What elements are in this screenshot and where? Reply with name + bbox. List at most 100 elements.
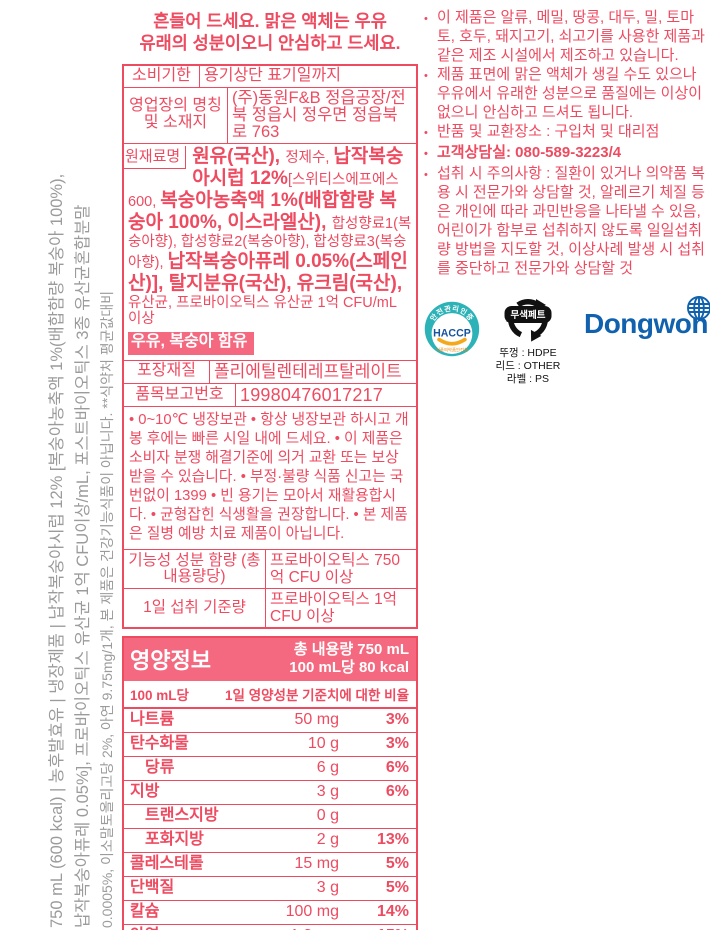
nutrient-amount: 3 g — [316, 879, 339, 897]
table-row: 1일 섭취 기준량 프로바이오틱스 1억 CFU 이상 — [124, 588, 416, 628]
recycle-material-line: 뚜껑 : HDPE — [499, 347, 557, 359]
nutrient-row: 포화지방 2 g 13% — [124, 829, 416, 854]
nutrition-rows: 나트륨 50 mg 3% 탄수화물 10 g 3% 당류 6 g 6% 지방 3 g 6% 트랜스지방 0… — [124, 709, 416, 930]
nutrition-panel: 영양정보 총 내용량 750 mL 100 mL당 80 kcal 100 mL… — [122, 636, 418, 930]
nutrient-row: 트랜스지방 0 g — [124, 805, 416, 830]
ingredients-cell: 원재료명 원유(국산), 정제수, 납작복숭아시럽 12%[스위티스에프에스60… — [124, 144, 416, 360]
warning-bullet: • 섭취 시 주의사항 : 질환이 있거나 의약품 복용 시 전문가와 상담할 것… — [424, 164, 708, 278]
nutrient-percent: 13% — [376, 831, 409, 849]
bullet-dot: • — [424, 70, 428, 82]
nutrient-name: 지방 — [130, 783, 160, 801]
warning-bullet: • 반품 및 교환장소 : 구입처 및 대리점 — [424, 122, 708, 143]
shake-notice-heading: 흔들어 드세요. 맑은 액체는 우유 유래의 성분이오니 안심하고 드세요. — [122, 10, 418, 55]
heading-line1: 흔들어 드세요. 맑은 액체는 우유 — [153, 11, 387, 31]
bullet-text: 고객상담실: 080-589-3223/4 — [437, 144, 622, 161]
nutrient-name: 나트륨 — [130, 711, 175, 729]
nutrient-name: 탄수화물 — [130, 735, 189, 753]
row-label: 영업장의 명칭 및 소재지 — [124, 87, 228, 143]
nutrient-percent: 3% — [385, 735, 409, 753]
ingredient-segment: 정제수, — [285, 149, 334, 166]
nutrient-percent: 5% — [385, 855, 409, 873]
warning-bullet: • 이 제품은 알류, 메밀, 땅콩, 대두, 밀, 토마토, 호두, 돼지고기,… — [424, 8, 708, 65]
side-rotated-text: 750 mL (600 kcal) | 농후발효유 | 냉장제품 | 납작복숭아… — [44, 12, 119, 928]
ingredient-segment: 복숭아농축액 1%(배합함량 복숭아 100%, 이스라엘산), — [128, 189, 397, 233]
table-row-ingredients: 원재료명 원유(국산), 정제수, 납작복숭아시럽 12%[스위티스에프에스60… — [124, 142, 416, 360]
row-label: 포장재질 — [124, 360, 210, 383]
ingredient-segment: [스위티스에프에스600, — [128, 171, 399, 210]
row-label: 소비기한 — [124, 65, 200, 87]
nutrient-name: 포화지방 — [145, 831, 204, 849]
nutrition-header: 영양정보 총 내용량 750 mL 100 mL당 80 kcal — [124, 638, 416, 682]
nutrient-row: 아연 1.3 mg15% — [124, 925, 416, 930]
side-text-line: 0.0005%, 이소말토올리고당 2%, 아연 9.75mg/1개, 본 제품… — [99, 290, 115, 928]
nutrient-row: 지방 3 g 6% — [124, 781, 416, 806]
table-row-notice: • 0~10℃ 냉장보관 • 항상 냉장보관 하시고 개봉 후에는 빠른 시일 … — [124, 406, 416, 549]
recycle-block: 무색페트 뚜껑 : HDPE 리드 : OTHER 라벨 : PS — [494, 294, 562, 386]
row-value: 프로바이오틱스 1억 CFU 이상 — [270, 591, 398, 626]
ingredient-segment: 납작복숭아시럽 12% — [192, 145, 404, 189]
right-column: • 이 제품은 알류, 메밀, 땅콩, 대두, 밀, 토마토, 호두, 돼지고기,… — [424, 8, 710, 386]
table-row: 영업장의 명칭 및 소재지 (주)동원F&B 정읍공장/전북 정읍시 정우면 정… — [124, 86, 416, 143]
nutrient-name: 당류 — [145, 759, 175, 777]
bullet-dot: • — [424, 169, 428, 181]
table-row: 포장재질 폴리에틸렌테레프탈레이트 — [124, 359, 416, 383]
nutrient-percent: 6% — [385, 783, 409, 801]
nutrient-amount: 6 g — [316, 759, 339, 777]
main-column: 흔들어 드세요. 맑은 액체는 우유 유래의 성분이오니 안심하고 드세요. 소… — [122, 10, 418, 930]
nutrient-row: 탄수화물 10 g 3% — [124, 733, 416, 758]
nutrient-amount: 50 mg — [294, 711, 339, 729]
nutrition-column-headers: 100 mL당 1일 영양성분 기준치에 대한 비율 — [124, 681, 416, 710]
nutrient-percent: 6% — [385, 759, 409, 777]
bullet-dot: • — [424, 148, 428, 160]
row-value: 폴리에틸렌테레프탈레이트 — [214, 361, 402, 381]
bullet-text: 이 제품은 알류, 메밀, 땅콩, 대두, 밀, 토마토, 호두, 돼지고기, … — [437, 9, 705, 64]
dongwon-globe-icon — [687, 296, 710, 320]
haccp-logo-icon: 안전관리인증 HACCP 식품의약품안전처 — [424, 301, 480, 357]
nutrition-total: 총 내용량 750 mL 100 mL당 80 kcal — [289, 641, 409, 677]
report-number: 19980476017217 — [240, 384, 383, 405]
nutrient-percent: 5% — [385, 879, 409, 897]
nutrient-name: 콜레스테롤 — [130, 855, 204, 873]
recycle-material-badge: 무색페트 — [504, 306, 552, 323]
storage-notice-text: • 0~10℃ 냉장보관 • 항상 냉장보관 하시고 개봉 후에는 빠른 시일 … — [129, 412, 409, 543]
ingredients-label: 원재료명 — [124, 145, 187, 169]
nutrient-percent: 15% — [339, 926, 409, 930]
warning-bullet: • 고객상담실: 080-589-3223/4 — [424, 143, 708, 164]
row-value: (주)동원F&B 정읍공장/전북 정읍시 정우면 정읍북로 763 — [232, 88, 406, 141]
ingredient-segment: 합성향료1(복숭아향), 합성향료2(복숭아향), 합성향료3(복숭아향), — [128, 215, 412, 271]
nutrient-amount: 3 g — [316, 783, 339, 801]
row-label: 기능성 성분 함량 (총 내용량당) — [124, 550, 266, 589]
bullet-dot: • — [424, 127, 428, 139]
allergen-badge: 우유, 복숭아 함유 — [128, 332, 255, 355]
recycle-material-lines: 뚜껑 : HDPE 리드 : OTHER 라벨 : PS — [494, 347, 562, 386]
total-volume: 총 내용량 750 mL — [293, 641, 409, 659]
nutrient-amount: 1.3 mg — [247, 926, 339, 930]
nutrient-amount: 0 g — [316, 807, 339, 825]
nutrition-title: 영양정보 — [130, 648, 211, 674]
heading-line2: 유래의 성분이오니 안심하고 드세요. — [139, 33, 401, 54]
side-text-line: 750 mL (600 kcal) | 농후발효유 | 냉장제품 | 납작복숭아… — [48, 173, 66, 928]
row-value: 용기상단 표기일까지 — [204, 66, 341, 84]
bullet-text: 반품 및 교환장소 : 구입처 및 대리점 — [437, 123, 660, 140]
row-value: 프로바이오틱스 750억 CFU 이상 — [270, 552, 400, 587]
product-info-table: 소비기한 용기상단 표기일까지 영업장의 명칭 및 소재지 (주)동원F&B 정… — [122, 63, 418, 630]
warning-bullets: • 이 제품은 알류, 메밀, 땅콩, 대두, 밀, 토마토, 호두, 돼지고기,… — [424, 8, 708, 278]
nutrient-amount: 2 g — [316, 831, 339, 849]
nutrient-name: 단백질 — [130, 879, 175, 897]
nutrient-row: 나트륨 50 mg 3% — [124, 709, 416, 734]
ingredient-segment: 유산균, 프로바이오틱스 유산균 1억 CFU/mL 이상 — [128, 294, 397, 328]
nutrient-row: 콜레스테롤 15 mg 5% — [124, 853, 416, 878]
haccp-bottom-text: 식품의약품안전처 — [436, 346, 468, 353]
recycle-material-line: 라벨 : PS — [506, 373, 549, 385]
bullet-text: 제품 표면에 맑은 액체가 생길 수도 있으나 우유에서 유래한 성분으로 품질… — [437, 66, 703, 121]
nutrient-amount: 15 mg — [294, 855, 339, 873]
row-label: 1일 섭취 기준량 — [124, 589, 266, 628]
warning-bullet: • 제품 표면에 맑은 액체가 생길 수도 있으나 우유에서 유래한 성분으로 품… — [424, 65, 708, 122]
certification-logos: 안전관리인증 HACCP 식품의약품안전처 — [424, 292, 710, 386]
haccp-main-text: HACCP — [433, 328, 471, 340]
table-row: 기능성 성분 함량 (총 내용량당) 프로바이오틱스 750억 CFU 이상 — [124, 549, 416, 589]
nutrient-row: 단백질 3 g 5% — [124, 877, 416, 902]
table-row: 소비기한 용기상단 표기일까지 — [124, 65, 416, 87]
kcal-per-100ml: 100 mL당 80 kcal — [289, 659, 409, 677]
